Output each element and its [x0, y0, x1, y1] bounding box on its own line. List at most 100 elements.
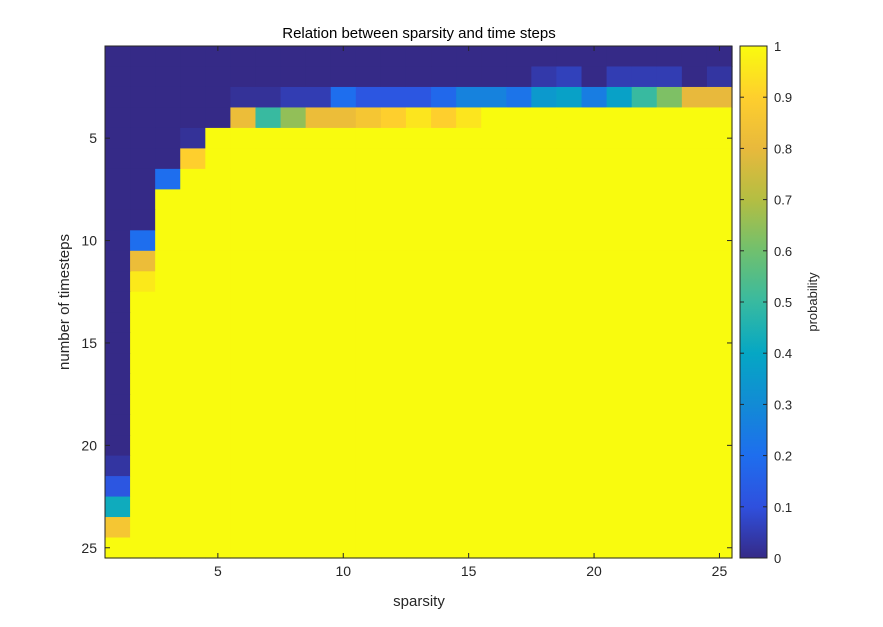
heatmap-cell	[431, 230, 457, 252]
heatmap-cell	[380, 209, 407, 231]
heatmap-cell	[180, 496, 206, 518]
heatmap-cell	[431, 250, 457, 272]
heatmap-cell	[431, 107, 457, 129]
heatmap-cell	[230, 148, 257, 170]
heatmap-cell	[380, 271, 407, 293]
heatmap-cell	[355, 46, 382, 68]
heatmap-cell	[556, 414, 583, 436]
heatmap-cell	[531, 517, 558, 539]
heatmap-cell	[255, 332, 282, 354]
heatmap-cell	[380, 127, 407, 149]
heatmap-cell	[255, 394, 282, 416]
heatmap-cell	[355, 168, 382, 190]
heatmap-cell	[230, 86, 257, 109]
heatmap-cell	[180, 189, 206, 211]
heatmap-cell	[431, 312, 457, 334]
heatmap-cell	[405, 250, 432, 272]
heatmap-cell	[681, 455, 708, 477]
heatmap-cell	[681, 312, 708, 334]
heatmap-cell	[130, 250, 156, 272]
heatmap-cell	[130, 46, 156, 68]
heatmap-cell	[155, 250, 181, 272]
heatmap-cell	[506, 107, 532, 129]
heatmap-cell	[105, 250, 131, 272]
heatmap-cell	[481, 353, 507, 375]
heatmap-cell	[581, 373, 608, 395]
colorbar-tick-label: 0.8	[774, 141, 792, 156]
heatmap-cell	[305, 353, 332, 375]
heatmap-cell	[681, 414, 708, 436]
heatmap-cell	[405, 168, 432, 190]
heatmap-cell	[130, 271, 156, 293]
heatmap-cell	[481, 168, 507, 190]
heatmap-cell	[330, 148, 357, 170]
heatmap-cell	[230, 353, 257, 375]
heatmap-cell	[531, 537, 558, 559]
heatmap-cell	[180, 209, 206, 231]
heatmap-cell	[656, 189, 683, 211]
heatmap-cell	[431, 455, 457, 477]
colorbar-tick-label: 0.5	[774, 295, 792, 310]
heatmap-cell	[606, 209, 633, 231]
heatmap-cell	[205, 476, 231, 498]
heatmap-cell	[155, 46, 181, 68]
heatmap-cell	[105, 353, 131, 375]
heatmap-cell	[506, 291, 532, 313]
heatmap-cell	[556, 148, 583, 170]
heatmap-cell	[405, 189, 432, 211]
heatmap-cell	[431, 353, 457, 375]
colorbar-tick-label: 0.2	[774, 449, 792, 464]
heatmap-cell	[506, 312, 532, 334]
heatmap-cell	[330, 353, 357, 375]
heatmap-cell	[130, 476, 156, 498]
heatmap-cell	[130, 373, 156, 395]
heatmap-cell	[456, 394, 482, 416]
heatmap-cell	[631, 66, 658, 88]
heatmap-cell	[255, 127, 282, 149]
heatmap-cell	[706, 476, 733, 498]
heatmap-cell	[481, 537, 507, 559]
heatmap-cell	[656, 414, 683, 436]
heatmap-cell	[130, 332, 156, 354]
heatmap-cell	[531, 66, 558, 88]
heatmap-cell	[180, 46, 206, 68]
heatmap-cell	[606, 66, 633, 88]
heatmap-cell	[255, 496, 282, 518]
heatmap-cell	[606, 455, 633, 477]
heatmap-cell	[481, 332, 507, 354]
heatmap-cell	[105, 373, 131, 395]
heatmap-cell	[706, 107, 733, 129]
heatmap-cell	[105, 394, 131, 416]
heatmap-cell	[431, 332, 457, 354]
heatmap-cell	[405, 291, 432, 313]
heatmap-cell	[456, 455, 482, 477]
heatmap-cell	[255, 291, 282, 313]
heatmap-cell	[230, 250, 257, 272]
heatmap-cell	[330, 66, 357, 88]
heatmap-cell	[506, 332, 532, 354]
heatmap-cell	[180, 168, 206, 190]
heatmap-cell	[531, 332, 558, 354]
heatmap-cell	[656, 353, 683, 375]
heatmap-cell	[405, 148, 432, 170]
heatmap-cell	[656, 312, 683, 334]
heatmap-cell	[531, 271, 558, 293]
heatmap-cell	[405, 230, 432, 252]
heatmap-cell	[355, 66, 382, 88]
heatmap-cell	[456, 66, 482, 88]
heatmap-cell	[606, 394, 633, 416]
heatmap-cell	[606, 250, 633, 272]
heatmap-cell	[155, 148, 181, 170]
heatmap-cell	[330, 435, 357, 457]
heatmap-cell	[330, 107, 357, 129]
heatmap-cell	[481, 291, 507, 313]
heatmap-cell	[456, 312, 482, 334]
heatmap-cell	[230, 168, 257, 190]
heatmap-cell	[280, 209, 307, 231]
heatmap-cell	[631, 250, 658, 272]
heatmap-cell	[456, 189, 482, 211]
heatmap-cell	[656, 291, 683, 313]
heatmap-cell	[280, 86, 307, 109]
heatmap-cell	[330, 271, 357, 293]
heatmap-cell	[280, 189, 307, 211]
